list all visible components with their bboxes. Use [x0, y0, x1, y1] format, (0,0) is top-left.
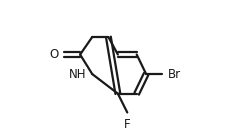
Text: O: O [49, 48, 58, 61]
Text: Br: Br [167, 68, 180, 80]
Text: F: F [124, 118, 130, 131]
Text: NH: NH [69, 68, 86, 80]
